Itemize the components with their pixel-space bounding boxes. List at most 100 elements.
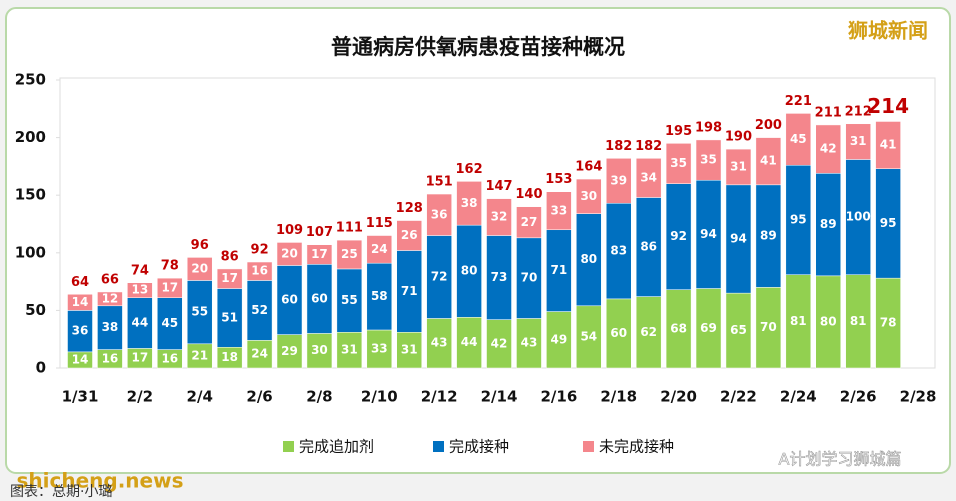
total-label: 164 [575, 160, 602, 175]
bar-segment [546, 191, 572, 231]
y-tick-label: 0 [36, 359, 46, 377]
data-label: 86 [640, 240, 657, 254]
data-label: 80 [461, 264, 478, 278]
bar-segment [605, 158, 632, 204]
data-label: 94 [700, 227, 717, 241]
data-label: 55 [191, 305, 208, 319]
data-label: 38 [461, 196, 478, 210]
bar-segment [486, 198, 512, 236]
data-label: 71 [551, 263, 568, 277]
data-label: 35 [700, 153, 717, 167]
data-label: 31 [401, 343, 418, 357]
bar-segment [725, 184, 752, 294]
bar-segment [366, 262, 393, 331]
x-tick-label: 2/26 [840, 388, 877, 406]
data-label: 43 [431, 336, 448, 350]
data-label: 83 [610, 244, 627, 258]
watermark: A计划学习狮城篇 [779, 450, 902, 469]
x-tick-label: 2/28 [900, 388, 937, 406]
bar-segment [695, 179, 722, 289]
legend-label: 完成追加剂 [299, 438, 374, 456]
bar-segment [456, 181, 482, 226]
bar-segment [186, 257, 213, 281]
bar-segment [845, 123, 871, 160]
bar-segment [456, 224, 482, 318]
total-label: 109 [276, 223, 303, 238]
bar-segment [127, 297, 153, 349]
data-label: 33 [371, 341, 388, 355]
data-label: 95 [880, 216, 897, 230]
data-label: 32 [491, 210, 508, 224]
data-label: 94 [730, 231, 747, 245]
data-label: 41 [760, 154, 777, 168]
data-label: 20 [191, 261, 208, 275]
total-label: 214 [867, 94, 909, 118]
data-label: 14 [72, 352, 89, 366]
total-label: 153 [545, 172, 572, 187]
legend-label: 完成接种 [449, 438, 509, 456]
bar-segment [516, 206, 542, 239]
bar-segment [67, 294, 93, 311]
data-label: 81 [850, 314, 867, 328]
bar-segment [845, 274, 871, 369]
bar-segment [486, 319, 512, 369]
bar-segment [516, 237, 542, 319]
total-label: 66 [101, 272, 119, 287]
data-label: 51 [221, 310, 238, 324]
y-tick-label: 150 [15, 186, 46, 204]
data-label: 60 [610, 326, 627, 340]
source-note: 图表：总期·小璐 [10, 484, 112, 500]
bar-segment [306, 244, 333, 265]
bar-segment [336, 268, 363, 333]
total-label: 115 [366, 216, 393, 231]
x-tick-label: 2/14 [481, 388, 518, 406]
bar-segment [186, 280, 213, 345]
data-label: 70 [760, 320, 777, 334]
legend-label: 未完成接种 [599, 438, 674, 456]
data-label: 27 [521, 215, 538, 229]
chart-title: 普通病房供氧病患疫苗接种概况 [331, 35, 625, 59]
data-label: 18 [221, 350, 238, 364]
bar-segment [516, 318, 542, 369]
x-tick-label: 2/8 [306, 388, 332, 406]
data-label: 80 [820, 314, 837, 328]
bar-segment [755, 137, 782, 186]
total-label: 195 [665, 124, 692, 139]
data-label: 80 [580, 252, 597, 266]
bar-segment [216, 288, 243, 348]
bar-segment [665, 289, 692, 369]
data-label: 65 [730, 323, 747, 337]
bar-segment [426, 193, 452, 236]
data-label: 49 [551, 332, 568, 346]
legend-swatch [283, 441, 294, 452]
bar-segment [127, 282, 153, 298]
data-label: 33 [551, 203, 568, 217]
data-label: 43 [521, 336, 538, 350]
data-label: 81 [790, 314, 807, 328]
bar-segment [97, 291, 123, 307]
bar-segment [306, 264, 333, 334]
data-label: 39 [610, 173, 627, 187]
data-label: 17 [311, 247, 328, 261]
data-label: 41 [880, 138, 897, 152]
bar-segment [695, 288, 722, 369]
data-label: 44 [461, 335, 478, 349]
total-label: 64 [71, 275, 89, 290]
data-label: 13 [132, 283, 149, 297]
data-label: 31 [730, 159, 747, 173]
total-label: 78 [161, 259, 179, 274]
x-tick-label: 2/4 [187, 388, 213, 406]
total-label: 198 [695, 120, 722, 135]
data-label: 54 [580, 329, 597, 343]
bar-segment [396, 250, 422, 333]
data-label: 20 [281, 246, 298, 260]
data-label: 52 [251, 303, 268, 317]
x-tick-label: 2/22 [720, 388, 757, 406]
data-label: 36 [431, 207, 448, 221]
x-tick-label: 2/6 [246, 388, 272, 406]
data-label: 68 [670, 321, 687, 335]
total-label: 74 [131, 263, 149, 278]
data-label: 60 [281, 293, 298, 307]
bar-segment [67, 310, 93, 353]
total-label: 190 [725, 130, 752, 145]
